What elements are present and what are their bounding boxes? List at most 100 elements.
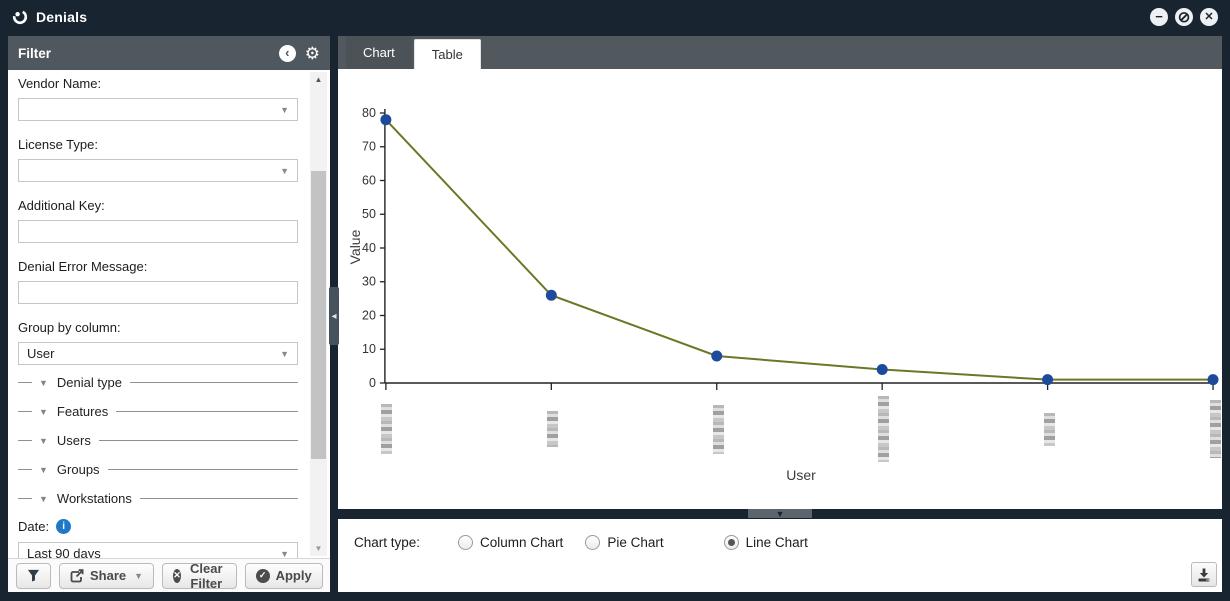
filter-panel-header: Filter ‹ ⚙ — [8, 36, 330, 70]
filter-scrollbar[interactable]: ▲ ▼ — [310, 72, 327, 556]
y-tick-label: 60 — [362, 173, 376, 187]
clear-filter-button[interactable]: ✕ Clear Filter — [162, 561, 237, 591]
tab-bar: Chart Table — [338, 36, 1222, 69]
gear-icon[interactable]: ⚙ — [304, 43, 320, 63]
chevron-down-icon: ▼ — [39, 377, 48, 388]
download-button[interactable] — [1191, 562, 1217, 587]
vendor-name-select[interactable]: ▼ — [18, 98, 298, 121]
rule-line — [107, 469, 298, 470]
y-axis-title: Value — [347, 229, 363, 265]
tree-item-workstations[interactable]: ▼ Workstations — [18, 484, 298, 513]
additional-key-input[interactable] — [18, 220, 298, 243]
close-icon[interactable]: ✕ — [1200, 7, 1218, 26]
date-label: Date: — [18, 519, 50, 534]
data-point — [1042, 374, 1054, 386]
radio-pie-chart[interactable]: Pie Chart — [585, 535, 664, 550]
rule-line — [18, 382, 32, 383]
tree-item-users[interactable]: ▼ Users — [18, 426, 298, 455]
chevron-down-icon: ▼ — [280, 348, 289, 359]
filter-footer: Share ▼ ✕ Clear Filter ✓ Apply — [8, 558, 330, 592]
restore-icon[interactable]: ⊘ — [1175, 7, 1193, 26]
chevron-down-icon: ▼ — [39, 464, 48, 475]
scroll-down-icon[interactable]: ▼ — [314, 544, 323, 553]
chevron-down-icon: ▼ — [134, 570, 144, 581]
group-by-column-label: Group by column: — [18, 320, 121, 335]
y-tick-label: 20 — [362, 308, 376, 322]
filter-funnel-button[interactable] — [16, 562, 51, 589]
window-controls: − ⊘ ✕ — [1150, 7, 1218, 26]
rule-line — [98, 440, 298, 441]
tree-item-groups[interactable]: ▼ Groups — [18, 455, 298, 484]
filter-tree: ▼ Denial type ▼ Features ▼ Users ▼ Groups ▼ Works… — [18, 368, 298, 513]
chevron-down-icon: ▼ — [39, 435, 48, 446]
rule-line — [116, 411, 298, 412]
y-tick-label: 70 — [362, 140, 376, 154]
y-tick-label: 0 — [369, 376, 376, 390]
chevron-down-icon: ▼ — [280, 165, 289, 176]
chevron-down-icon: ▼ — [280, 548, 289, 559]
tab-chart[interactable]: Chart — [346, 36, 412, 69]
additional-key-label: Additional Key: — [18, 198, 105, 213]
chart-panel: Chart Table 0 10 20 30 40 50 60 70 80 Value User… — [338, 36, 1222, 592]
chevron-down-icon: ▼ — [39, 406, 48, 417]
scroll-up-icon[interactable]: ▲ — [314, 75, 323, 84]
download-icon — [1198, 568, 1210, 581]
radio-icon — [723, 535, 739, 550]
y-tick-label: 40 — [362, 241, 376, 255]
line-chart: 0 10 20 30 40 50 60 70 80 Value User — [338, 69, 1222, 509]
x-tick-label-redacted — [1210, 400, 1221, 458]
rule-line — [18, 469, 32, 470]
collapse-bottom-panel-icon[interactable]: ▼ — [748, 509, 812, 518]
filter-panel-title: Filter — [18, 45, 52, 61]
share-icon — [70, 568, 84, 582]
x-tick-label-redacted — [878, 396, 890, 462]
rule-line — [139, 498, 298, 499]
license-type-label: License Type: — [18, 137, 98, 152]
data-point — [876, 364, 888, 375]
x-axis-title: User — [786, 467, 816, 483]
filter-form: Vendor Name: ▼ License Type: ▼ Additiona… — [8, 70, 330, 558]
collapse-panel-icon[interactable]: ‹ — [278, 44, 296, 62]
date-range-select[interactable]: Last 90 days ▼ — [18, 542, 298, 558]
line-chart-svg: 0 10 20 30 40 50 60 70 80 — [362, 106, 1219, 390]
y-tick-label: 30 — [362, 275, 376, 289]
chart-type-panel: Chart type: Column Chart Pie Chart Line Ch… — [338, 519, 1222, 592]
chevron-down-icon: ▼ — [39, 493, 48, 504]
chart-type-label: Chart type: — [354, 535, 421, 550]
data-point — [545, 289, 557, 301]
main-content: Filter ‹ ⚙ Vendor Name: ▼ License Type: … — [8, 36, 1222, 592]
tab-table[interactable]: Table — [413, 39, 481, 69]
series-line — [385, 119, 1214, 381]
denial-error-message-input[interactable] — [18, 281, 298, 304]
x-tick-label-redacted — [712, 404, 724, 454]
info-icon[interactable]: i — [56, 519, 72, 534]
data-point — [711, 350, 723, 362]
clear-circle-x-icon: ✕ — [173, 568, 182, 583]
group-by-column-select[interactable]: User ▼ — [18, 342, 298, 365]
apply-check-icon: ✓ — [255, 568, 270, 583]
rule-line — [18, 411, 32, 412]
share-button[interactable]: Share ▼ — [59, 562, 155, 589]
apply-button[interactable]: ✓ Apply — [244, 562, 323, 589]
title-bar: Denials − ⊘ ✕ — [0, 0, 1230, 33]
x-tick-label-redacted — [546, 411, 558, 447]
radio-icon — [585, 535, 601, 550]
vendor-name-label: Vendor Name: — [18, 76, 102, 91]
tree-item-denial-type[interactable]: ▼ Denial type — [18, 368, 298, 397]
denial-error-message-label: Denial Error Message: — [18, 259, 148, 274]
minimize-icon[interactable]: − — [1150, 7, 1168, 26]
tree-item-features[interactable]: ▼ Features — [18, 397, 298, 426]
x-tick-label-redacted — [381, 404, 392, 454]
y-tick-label: 80 — [362, 106, 376, 120]
rule-line — [18, 440, 32, 441]
license-type-select[interactable]: ▼ — [18, 159, 298, 182]
collapse-filter-panel-icon[interactable]: ◂ — [329, 287, 339, 345]
chevron-down-icon: ▼ — [280, 104, 289, 115]
rule-line — [18, 498, 32, 499]
radio-line-chart[interactable]: Line Chart — [723, 535, 808, 550]
scrollbar-thumb[interactable] — [311, 171, 326, 459]
y-tick-label: 50 — [362, 207, 376, 221]
window-title: Denials — [36, 8, 88, 25]
radio-column-chart[interactable]: Column Chart — [458, 535, 563, 550]
